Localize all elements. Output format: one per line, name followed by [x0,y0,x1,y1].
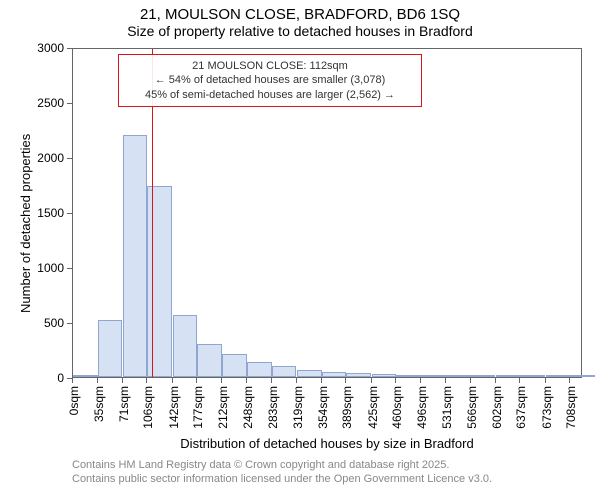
x-axis-label: Distribution of detached houses by size … [72,436,582,451]
y-tick-mark [67,158,72,159]
callout-line-1: 21 MOULSON CLOSE: 112sqm [125,59,415,73]
callout-line-2: ← 54% of detached houses are smaller (3,… [125,73,415,87]
histogram-bar [173,315,198,377]
footer-line-1: Contains HM Land Registry data © Crown c… [72,458,492,472]
histogram-bar [247,362,272,377]
histogram-bar [197,344,222,377]
x-tick-mark [495,378,496,383]
x-tick-mark [395,378,396,383]
x-tick-mark [246,378,247,383]
footer-line-2: Contains public sector information licen… [72,472,492,486]
x-tick-mark [420,378,421,383]
title-block: 21, MOULSON CLOSE, BRADFORD, BD6 1SQ Siz… [0,0,600,39]
x-tick-label: 531sqm [440,386,454,429]
x-tick-label: 708sqm [564,386,578,429]
x-tick-mark [271,378,272,383]
y-axis-label: Number of detached properties [18,134,33,313]
histogram-bar [322,372,347,378]
y-tick-mark [67,103,72,104]
x-tick-label: 566sqm [465,386,479,429]
histogram-bar [272,366,297,377]
histogram-bar [98,320,123,377]
x-tick-mark [470,378,471,383]
histogram-bar [396,375,421,377]
y-tick-mark [67,213,72,214]
x-tick-label: 389sqm [340,386,354,429]
histogram-bar [546,375,571,377]
histogram-bar [446,375,471,377]
y-tick-label: 2500 [22,96,64,110]
x-tick-mark [122,378,123,383]
x-tick-label: 142sqm [167,386,181,429]
x-tick-label: 637sqm [514,386,528,429]
histogram-bar [421,375,446,377]
x-tick-label: 106sqm [141,386,155,429]
x-tick-mark [221,378,222,383]
x-tick-label: 425sqm [366,386,380,429]
y-tick-mark [67,323,72,324]
x-tick-mark [371,378,372,383]
x-tick-label: 460sqm [390,386,404,429]
x-tick-mark [445,378,446,383]
x-tick-mark [72,378,73,383]
histogram-bar [372,374,397,377]
marker-callout: 21 MOULSON CLOSE: 112sqm ← 54% of detach… [118,54,422,107]
x-tick-mark [345,378,346,383]
callout-line-3: 45% of semi-detached houses are larger (… [125,88,415,102]
x-tick-label: 354sqm [316,386,330,429]
x-tick-mark [172,378,173,383]
x-tick-label: 177sqm [191,386,205,429]
histogram-bar [222,354,247,377]
y-tick-label: 0 [22,371,64,385]
histogram-bar [297,370,322,377]
x-tick-mark [296,378,297,383]
x-tick-label: 673sqm [540,386,554,429]
histogram-bar [520,375,545,377]
x-tick-mark [545,378,546,383]
x-tick-mark [97,378,98,383]
x-tick-label: 212sqm [216,386,230,429]
x-tick-mark [321,378,322,383]
x-tick-label: 248sqm [241,386,255,429]
y-tick-label: 500 [22,316,64,330]
histogram-bar [123,135,148,377]
histogram-bar [346,373,371,377]
x-tick-label: 35sqm [92,386,106,422]
x-tick-mark [519,378,520,383]
chart-title: 21, MOULSON CLOSE, BRADFORD, BD6 1SQ [0,6,600,23]
histogram-bar [471,375,496,377]
x-tick-label: 602sqm [490,386,504,429]
x-tick-mark [196,378,197,383]
x-tick-mark [146,378,147,383]
x-tick-label: 283sqm [266,386,280,429]
histogram-bar [73,375,98,377]
y-tick-label: 3000 [22,41,64,55]
x-tick-label: 319sqm [291,386,305,429]
y-tick-mark [67,48,72,49]
x-tick-label: 71sqm [117,386,131,422]
footer-attribution: Contains HM Land Registry data © Crown c… [72,458,492,487]
chart-subtitle: Size of property relative to detached ho… [0,23,600,39]
x-tick-mark [569,378,570,383]
histogram-bar [570,375,595,377]
x-tick-label: 496sqm [415,386,429,429]
histogram-bar [496,375,521,377]
y-tick-mark [67,268,72,269]
x-tick-label: 0sqm [67,386,81,415]
